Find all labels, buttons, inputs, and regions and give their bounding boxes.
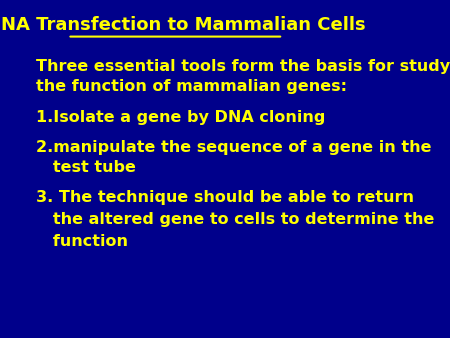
Text: Three essential tools form the basis for studying: Three essential tools form the basis for… (36, 59, 450, 74)
Text: the altered gene to cells to determine the: the altered gene to cells to determine t… (36, 212, 434, 227)
Text: 1.Isolate a gene by DNA cloning: 1.Isolate a gene by DNA cloning (36, 110, 325, 124)
Text: 2.manipulate the sequence of a gene in the: 2.manipulate the sequence of a gene in t… (36, 140, 432, 155)
Text: function: function (36, 234, 128, 248)
Text: 3. The technique should be able to return: 3. The technique should be able to retur… (36, 190, 414, 205)
Text: test tube: test tube (36, 160, 136, 175)
Text: the function of mammalian genes:: the function of mammalian genes: (36, 79, 347, 94)
Text: DNA Transfection to Mammalian Cells: DNA Transfection to Mammalian Cells (0, 16, 365, 34)
